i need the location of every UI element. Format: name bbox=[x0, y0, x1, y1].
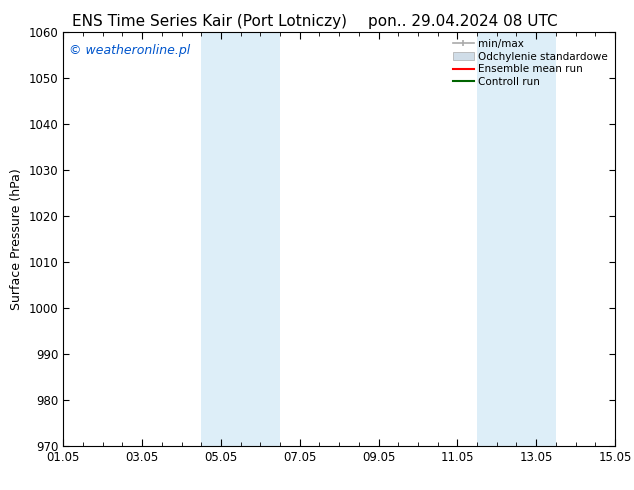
Text: © weatheronline.pl: © weatheronline.pl bbox=[69, 44, 190, 57]
Bar bbox=[202, 32, 241, 446]
Text: ENS Time Series Kair (Port Lotniczy): ENS Time Series Kair (Port Lotniczy) bbox=[72, 14, 347, 29]
Bar bbox=[241, 32, 280, 446]
Y-axis label: Surface Pressure (hPa): Surface Pressure (hPa) bbox=[10, 168, 23, 310]
Text: pon.. 29.04.2024 08 UTC: pon.. 29.04.2024 08 UTC bbox=[368, 14, 558, 29]
Legend: min/max, Odchylenie standardowe, Ensemble mean run, Controll run: min/max, Odchylenie standardowe, Ensembl… bbox=[449, 35, 612, 91]
Bar bbox=[477, 32, 517, 446]
Bar bbox=[517, 32, 556, 446]
